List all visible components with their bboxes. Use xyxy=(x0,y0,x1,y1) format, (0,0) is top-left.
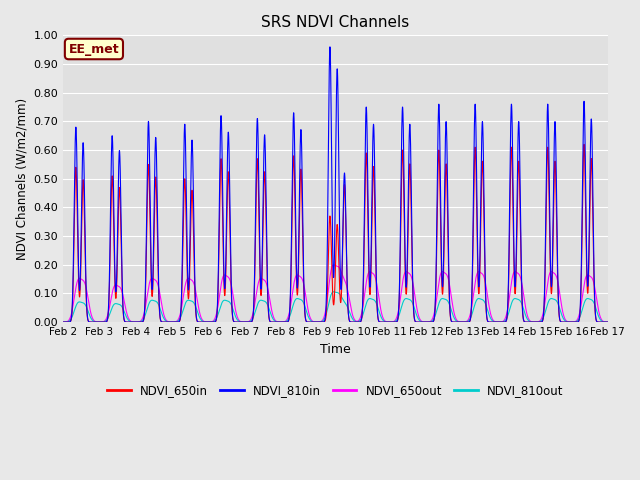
Legend: NDVI_650in, NDVI_810in, NDVI_650out, NDVI_810out: NDVI_650in, NDVI_810in, NDVI_650out, NDV… xyxy=(102,380,568,402)
X-axis label: Time: Time xyxy=(320,343,351,356)
Y-axis label: NDVI Channels (W/m2/mm): NDVI Channels (W/m2/mm) xyxy=(15,97,28,260)
Title: SRS NDVI Channels: SRS NDVI Channels xyxy=(261,15,410,30)
Text: EE_met: EE_met xyxy=(68,43,119,56)
